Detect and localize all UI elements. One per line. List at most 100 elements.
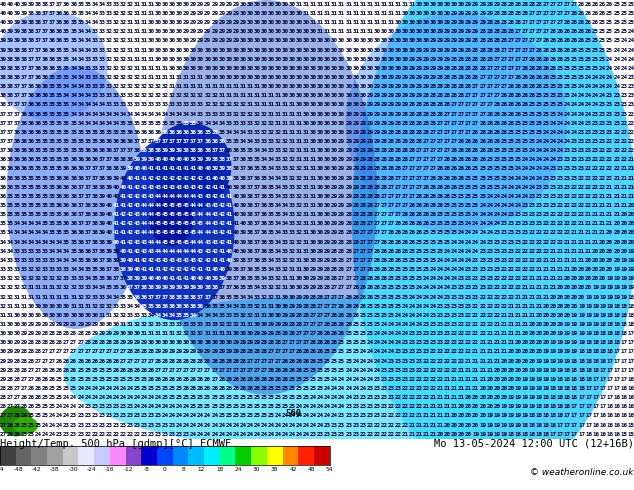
Text: 24: 24	[564, 112, 571, 117]
Text: 30: 30	[324, 185, 331, 190]
Text: 23: 23	[557, 157, 564, 162]
Text: 24: 24	[35, 432, 42, 437]
Text: 32: 32	[261, 112, 268, 117]
Text: 29: 29	[458, 11, 465, 16]
Text: 24: 24	[247, 422, 254, 427]
Text: 26: 26	[346, 294, 353, 299]
Text: 27: 27	[451, 102, 458, 107]
Text: 28: 28	[458, 75, 465, 80]
Text: 32: 32	[35, 276, 42, 281]
Text: 35: 35	[56, 221, 63, 226]
Text: 24: 24	[281, 414, 288, 418]
Text: 25: 25	[465, 185, 472, 190]
Text: 27: 27	[240, 368, 247, 373]
Text: 31: 31	[303, 230, 310, 236]
Text: 29: 29	[204, 38, 211, 44]
Text: 22: 22	[423, 368, 430, 373]
Text: 26: 26	[366, 267, 373, 272]
Text: 23: 23	[451, 294, 458, 299]
Text: 29: 29	[310, 285, 317, 291]
Text: 38: 38	[91, 194, 98, 199]
Text: 37: 37	[162, 294, 169, 299]
Text: 31: 31	[353, 2, 359, 7]
Text: 18: 18	[543, 432, 550, 437]
Text: 31: 31	[331, 29, 338, 34]
Text: 21: 21	[444, 395, 451, 400]
Text: 21: 21	[592, 240, 599, 245]
Text: 30: 30	[268, 84, 275, 89]
Text: 36: 36	[49, 66, 56, 71]
Text: 33: 33	[84, 84, 91, 89]
Text: 25: 25	[536, 93, 543, 98]
Bar	[110, 446, 126, 466]
Text: 30: 30	[225, 57, 232, 62]
Text: 36: 36	[63, 11, 70, 16]
Text: 26: 26	[338, 313, 345, 318]
Text: 24: 24	[444, 285, 451, 291]
Text: 29: 29	[204, 349, 211, 354]
Text: 37: 37	[211, 148, 218, 153]
Text: 18: 18	[536, 404, 543, 409]
Text: 21: 21	[564, 240, 571, 245]
Text: 41: 41	[176, 167, 183, 172]
Text: 20: 20	[564, 276, 571, 281]
Text: 28: 28	[493, 48, 500, 52]
Text: 24: 24	[317, 395, 324, 400]
Text: 43: 43	[162, 258, 169, 263]
Text: 21: 21	[550, 249, 557, 254]
Text: 30: 30	[331, 139, 338, 144]
Text: 34: 34	[77, 93, 84, 98]
Text: 24: 24	[472, 212, 479, 217]
Text: 18: 18	[620, 331, 627, 336]
Text: 17: 17	[627, 368, 634, 373]
Text: 31: 31	[289, 102, 296, 107]
Text: 24: 24	[91, 386, 98, 391]
Text: 18: 18	[564, 395, 571, 400]
Text: 29: 29	[21, 340, 28, 345]
Text: 30: 30	[204, 48, 211, 52]
Text: 27: 27	[303, 322, 310, 327]
Text: 38: 38	[84, 203, 91, 208]
Text: 21: 21	[585, 221, 592, 226]
Text: 40: 40	[120, 175, 127, 181]
Text: 21: 21	[507, 304, 514, 309]
Text: 19: 19	[592, 285, 599, 291]
Bar	[251, 446, 267, 466]
Text: 42: 42	[190, 175, 197, 181]
Text: 31: 31	[296, 139, 303, 144]
Text: 28: 28	[289, 331, 296, 336]
Text: 35: 35	[7, 212, 14, 217]
Text: 21: 21	[472, 349, 479, 354]
Text: 29: 29	[338, 203, 345, 208]
Text: 35: 35	[240, 148, 247, 153]
Text: 42: 42	[148, 258, 155, 263]
Text: 32: 32	[127, 84, 134, 89]
Text: 36: 36	[261, 240, 268, 245]
Text: 25: 25	[423, 240, 430, 245]
Text: 33: 33	[21, 258, 28, 263]
Text: 30: 30	[49, 304, 56, 309]
Text: 39: 39	[127, 167, 134, 172]
Text: 35: 35	[0, 230, 7, 236]
Text: 30: 30	[275, 38, 281, 44]
Text: 22: 22	[557, 203, 564, 208]
Text: 24: 24	[261, 422, 268, 427]
Text: 30: 30	[7, 322, 14, 327]
Text: 23: 23	[550, 194, 557, 199]
Text: 30: 30	[247, 11, 254, 16]
Text: 29: 29	[353, 157, 359, 162]
Text: 35: 35	[268, 194, 275, 199]
Text: 21: 21	[486, 340, 493, 345]
Text: 21: 21	[585, 212, 592, 217]
Text: 21: 21	[444, 386, 451, 391]
Text: -54: -54	[0, 467, 5, 472]
Text: 30: 30	[359, 84, 366, 89]
Text: 30: 30	[275, 57, 281, 62]
Text: 24: 24	[423, 294, 430, 299]
Text: 29: 29	[373, 93, 380, 98]
Text: 25: 25	[585, 38, 592, 44]
Text: 24: 24	[409, 304, 416, 309]
Text: 23: 23	[472, 285, 479, 291]
Text: 27: 27	[134, 359, 141, 364]
Text: 29: 29	[444, 20, 451, 25]
